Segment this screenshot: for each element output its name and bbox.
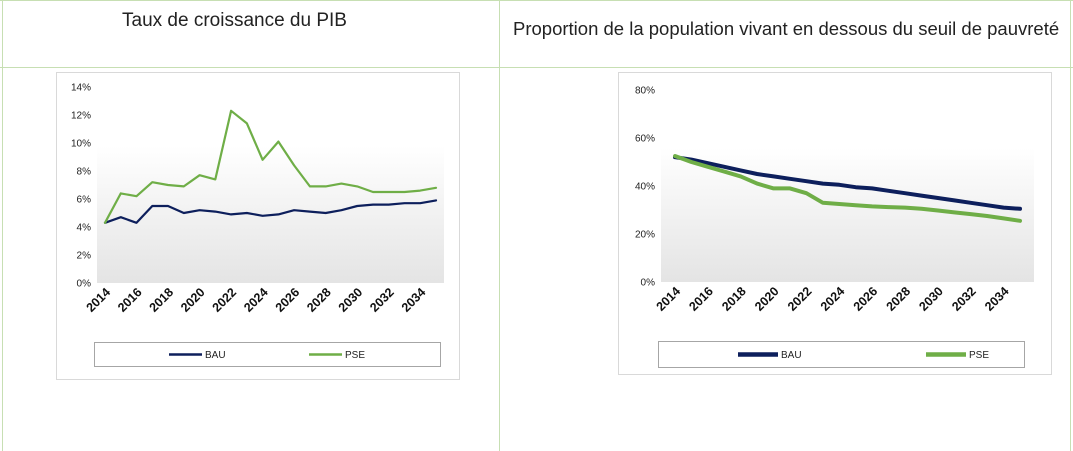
- gdp-y-tick-label: 2%: [77, 251, 92, 262]
- gdp-legend-label-pse: PSE: [345, 350, 365, 361]
- gdp-legend-label-bau: BAU: [205, 350, 226, 361]
- gdp-y-tick-label: 0%: [77, 279, 92, 290]
- poverty-series-pse-line: [673, 154, 1022, 223]
- table-middle-border: [499, 0, 500, 451]
- poverty-legend-label-pse: PSE: [969, 350, 989, 361]
- gdp-y-tick-label: 10%: [71, 139, 91, 150]
- table-top-border: [0, 0, 1073, 1]
- poverty-legend-label-bau: BAU: [781, 350, 802, 361]
- gdp-series-bau-line: [103, 199, 438, 224]
- poverty-y-tick-label: 60%: [635, 134, 655, 145]
- table-header-border: [0, 67, 1073, 68]
- gdp-legend-box: [94, 342, 441, 367]
- gdp-y-tick-label: 8%: [77, 167, 92, 178]
- right-header-title: Proportion de la population vivant en de…: [513, 18, 1060, 39]
- poverty-y-tick-label: 20%: [635, 230, 655, 241]
- gdp-growth-chart: 0%2%4%6%8%10%12%14%2014 2016 2018 2020 2022 2…: [56, 72, 460, 380]
- poverty-y-tick-label: 80%: [635, 86, 655, 97]
- poverty-y-tick-label: 40%: [635, 182, 655, 193]
- gdp-y-tick-label: 12%: [71, 111, 91, 122]
- table-right-border: [1070, 0, 1071, 451]
- left-header-title: Taux de croissance du PIB: [122, 10, 347, 31]
- gdp-y-tick-label: 4%: [77, 223, 92, 234]
- poverty-rate-chart: 0%20%40%60%80%2014 2016 2018 2020 2022 2024 20…: [618, 72, 1052, 375]
- gdp-y-tick-label: 6%: [77, 195, 92, 206]
- poverty-y-tick-label: 0%: [641, 278, 656, 289]
- gdp-y-tick-label: 14%: [71, 83, 91, 94]
- gdp-plot-area: [97, 87, 444, 283]
- gdp-series-pse-line: [103, 109, 438, 224]
- poverty-series-bau-line: [673, 155, 1022, 211]
- table-left-border: [2, 0, 3, 451]
